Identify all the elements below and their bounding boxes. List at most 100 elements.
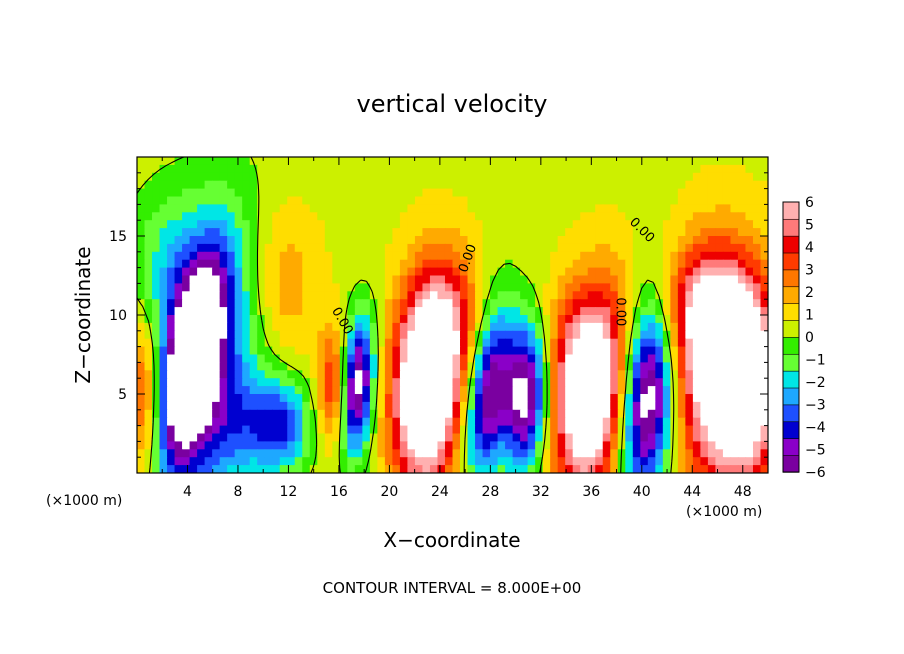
heatmap-cell <box>452 417 461 427</box>
heatmap-cell <box>752 220 762 229</box>
heatmap-cell <box>692 362 701 371</box>
heatmap-cell <box>197 267 206 277</box>
heatmap-cell <box>475 338 484 348</box>
heatmap-cell <box>565 164 574 174</box>
heatmap-cell <box>197 330 206 340</box>
heatmap-cell <box>587 394 596 403</box>
heatmap-cell <box>204 228 213 237</box>
heatmap-cell <box>572 370 581 379</box>
heatmap-cell <box>429 441 439 450</box>
colorbar-swatch <box>782 437 800 456</box>
heatmap-cell <box>647 157 656 166</box>
heatmap-cell <box>152 172 161 182</box>
heatmap-cell <box>535 401 544 411</box>
heatmap-cell <box>272 307 281 316</box>
heatmap-cell <box>279 220 288 229</box>
heatmap-cell <box>264 267 273 277</box>
heatmap-cell <box>722 228 732 237</box>
heatmap-cell <box>467 338 476 348</box>
heatmap-cell <box>722 338 732 348</box>
heatmap-cell <box>444 157 454 166</box>
heatmap-cell <box>632 204 641 213</box>
heatmap-cell <box>429 172 439 182</box>
heatmap-cell <box>444 196 454 205</box>
heatmap-cell <box>580 188 589 198</box>
heatmap-cell <box>542 164 551 174</box>
heatmap-cell <box>227 275 236 284</box>
heatmap-cell <box>565 299 574 308</box>
heatmap-cell <box>279 330 288 340</box>
heatmap-cell <box>745 228 754 237</box>
heatmap-cell <box>369 164 378 174</box>
heatmap-cell <box>257 228 266 237</box>
heatmap-cell <box>219 425 228 435</box>
heatmap-cell <box>422 243 431 253</box>
heatmap-cell <box>580 370 589 379</box>
heatmap-cell <box>392 346 401 356</box>
heatmap-cell <box>264 441 273 450</box>
heatmap-cell <box>159 425 168 435</box>
heatmap-cell <box>497 394 506 403</box>
heatmap-cell <box>437 299 446 308</box>
heatmap-cell <box>354 338 363 348</box>
heatmap-cell <box>640 330 649 340</box>
heatmap-cell <box>152 401 161 411</box>
heatmap-cell <box>632 378 641 387</box>
heatmap-cell <box>617 291 626 300</box>
heatmap-cell <box>715 283 724 292</box>
heatmap-cell <box>189 307 198 316</box>
heatmap-cell <box>324 283 333 292</box>
heatmap-cell <box>279 315 288 324</box>
heatmap-cell <box>572 251 581 261</box>
heatmap-cell <box>189 433 198 442</box>
heatmap-cell <box>490 172 499 182</box>
heatmap-cell <box>452 243 461 253</box>
heatmap-cell <box>557 401 566 411</box>
heatmap-cell <box>324 196 333 205</box>
heatmap-cell <box>392 441 401 450</box>
heatmap-cell <box>159 401 168 411</box>
heatmap-cell <box>490 441 499 450</box>
heatmap-cell <box>535 362 544 371</box>
heatmap-cell <box>722 157 732 166</box>
heatmap-cell <box>490 283 499 292</box>
heatmap-cell <box>257 394 266 403</box>
heatmap-cell <box>272 180 281 190</box>
heatmap-cell <box>670 267 679 277</box>
heatmap-cell <box>580 417 589 427</box>
heatmap-cell <box>264 196 273 205</box>
heatmap-cell <box>294 330 303 340</box>
heatmap-cell <box>475 291 484 300</box>
heatmap-cell <box>137 243 146 253</box>
heatmap-cell <box>602 275 611 284</box>
heatmap-cell <box>587 275 596 284</box>
heatmap-cell <box>670 338 679 348</box>
heatmap-cell <box>272 417 281 427</box>
heatmap-cell <box>475 220 484 229</box>
heatmap-cell <box>264 386 273 395</box>
heatmap-cell <box>174 220 183 229</box>
heatmap-cell <box>677 299 686 308</box>
heatmap-cell <box>610 196 619 205</box>
heatmap-cell <box>452 188 461 198</box>
heatmap-cell <box>257 275 266 284</box>
heatmap-cell <box>580 441 589 450</box>
heatmap-cell <box>550 172 559 182</box>
heatmap-cell <box>467 172 476 182</box>
heatmap-cell <box>437 172 446 182</box>
heatmap-cell <box>422 299 431 308</box>
heatmap-cell <box>287 322 296 332</box>
heatmap-cell <box>685 386 694 395</box>
heatmap-cell <box>647 180 656 190</box>
heatmap-cell <box>279 307 288 316</box>
heatmap-cell <box>715 370 724 379</box>
heatmap-cell <box>700 220 709 229</box>
heatmap-cell <box>189 386 198 395</box>
heatmap-cell <box>572 449 581 458</box>
heatmap-cell <box>197 338 206 348</box>
heatmap-cell <box>204 417 213 427</box>
heatmap-cell <box>745 172 754 182</box>
heatmap-cell <box>595 378 604 387</box>
heatmap-cell <box>392 386 401 395</box>
heatmap-cell <box>422 212 431 221</box>
